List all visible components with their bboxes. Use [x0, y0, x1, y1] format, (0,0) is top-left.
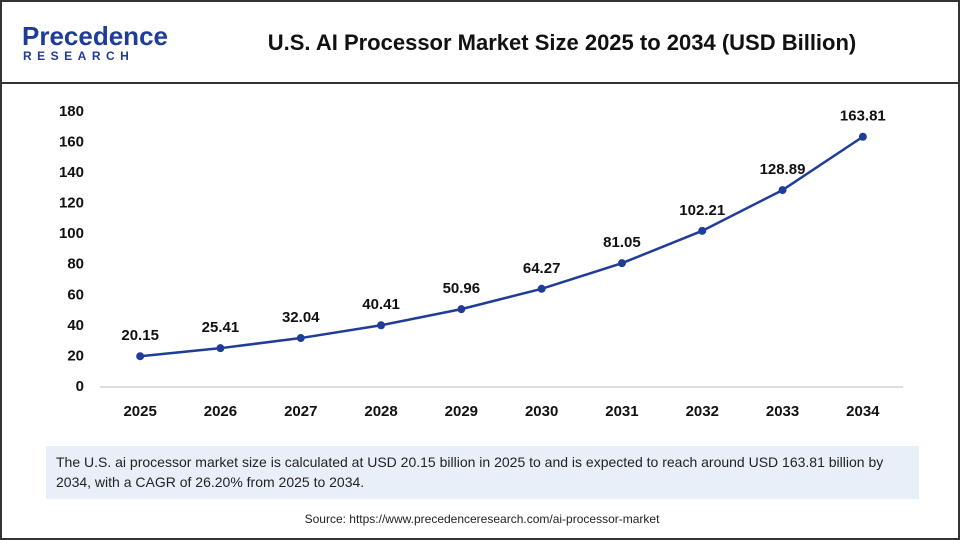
logo-name: Precedence: [22, 21, 168, 51]
point: [698, 226, 707, 235]
data-label: 40.41: [362, 296, 400, 313]
x-tick-label: 2034: [846, 403, 880, 420]
y-tick-label: 60: [67, 286, 84, 303]
x-tick-label: 2027: [284, 403, 317, 420]
point: [537, 284, 546, 293]
point: [617, 259, 626, 268]
point: [136, 352, 145, 361]
x-tick-label: 2026: [204, 403, 237, 420]
data-label: 50.96: [443, 280, 481, 297]
description: The U.S. ai processor market size is cal…: [46, 446, 919, 499]
point: [377, 321, 386, 330]
point: [296, 334, 305, 343]
data-label: 163.81: [840, 108, 886, 125]
y-tick-label: 0: [76, 378, 84, 395]
y-tick-label: 40: [67, 317, 84, 334]
logo-subtitle: RESEARCH: [23, 49, 134, 63]
x-tick-label: 2032: [686, 403, 719, 420]
chart-title: U.S. AI Processor Market Size 2025 to 20…: [268, 30, 857, 55]
data-label: 32.04: [282, 309, 320, 326]
source: Source: https://www.precedenceresearch.c…: [304, 512, 660, 526]
y-tick-label: 80: [67, 256, 84, 273]
x-tick-label: 2029: [445, 403, 478, 420]
y-tick-label: 100: [59, 225, 84, 242]
data-label: 25.41: [202, 319, 240, 336]
x-tick-label: 2031: [605, 403, 638, 420]
y-tick-label: 20: [67, 347, 84, 364]
data-label: 20.15: [121, 327, 159, 344]
x-tick-label: 2025: [123, 403, 156, 420]
data-label: 102.21: [679, 202, 725, 219]
y-tick-label: 140: [59, 164, 84, 181]
x-tick-label: 2028: [364, 403, 397, 420]
y-tick-label: 160: [59, 134, 84, 151]
point: [778, 186, 787, 195]
x-tick-label: 2030: [525, 403, 558, 420]
data-label: 128.89: [760, 161, 806, 178]
point: [457, 305, 466, 314]
y-tick-label: 180: [59, 103, 84, 120]
x-tick-label: 2033: [766, 403, 799, 420]
line: [140, 135, 864, 358]
point: [858, 132, 867, 141]
data-label: 81.05: [603, 234, 641, 251]
point: [216, 344, 225, 353]
y-tick-label: 120: [59, 195, 84, 212]
data-label: 64.27: [523, 260, 561, 277]
